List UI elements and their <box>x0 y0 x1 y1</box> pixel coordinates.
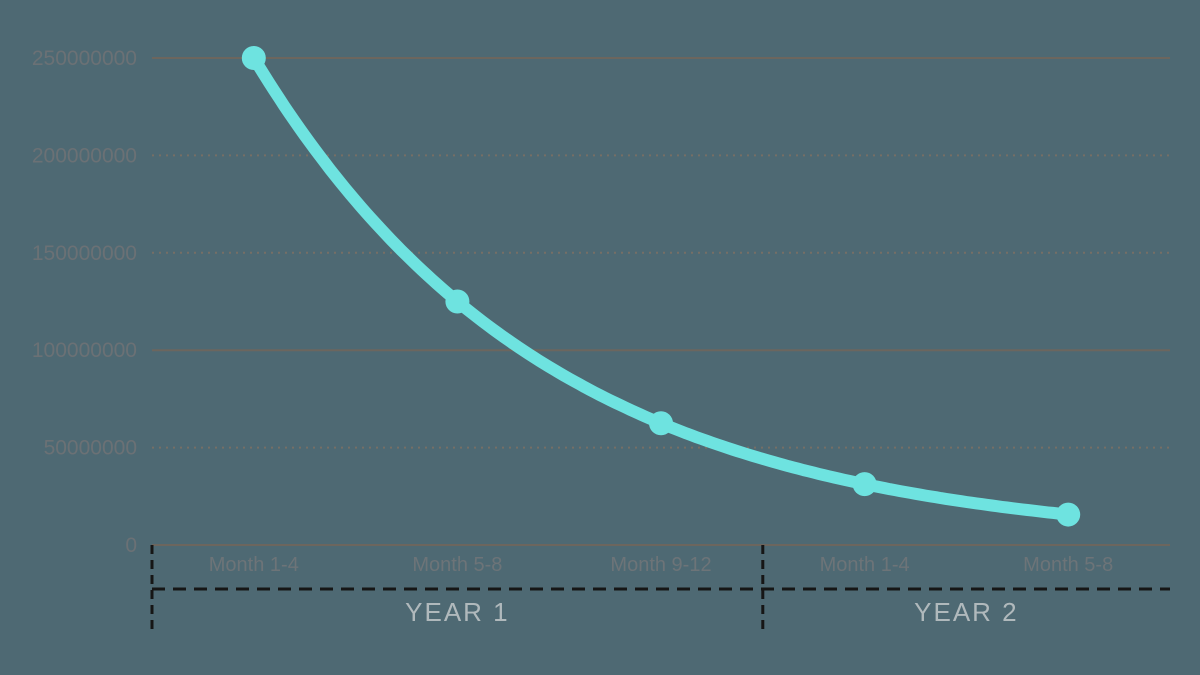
year-group-label: YEAR 1 <box>405 597 510 627</box>
data-point <box>241 46 266 70</box>
y-tick-label: 150000000 <box>32 242 137 265</box>
y-tick-label: 100000000 <box>32 339 137 362</box>
data-point <box>649 411 673 436</box>
y-tick-label: 200000000 <box>32 144 137 167</box>
data-point <box>1056 502 1081 527</box>
x-category-label: Month 5-8 <box>412 554 502 576</box>
y-tick-label: 50000000 <box>44 437 137 460</box>
year-group-label: YEAR 2 <box>914 597 1019 627</box>
y-tick-label: 0 <box>125 534 137 557</box>
x-category-label: Month 5-8 <box>1023 554 1113 576</box>
data-line <box>247 52 1075 521</box>
x-category-label: Month 1-4 <box>820 554 910 576</box>
x-category-label: Month 1-4 <box>209 554 299 576</box>
data-point <box>445 289 470 314</box>
y-tick-label: 250000000 <box>32 47 137 70</box>
data-point <box>852 472 877 497</box>
x-category-label: Month 9-12 <box>610 554 711 576</box>
